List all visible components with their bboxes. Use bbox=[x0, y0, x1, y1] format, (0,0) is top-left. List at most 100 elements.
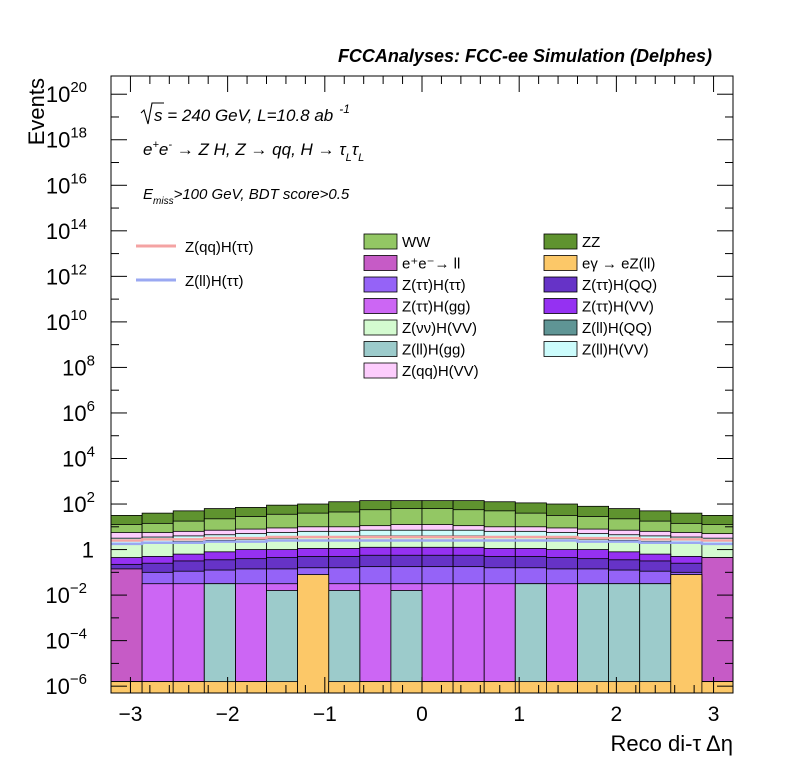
legend-swatch bbox=[543, 341, 578, 357]
stack-eγ → eZ(ll) bbox=[110, 574, 734, 694]
bar bbox=[328, 590, 361, 694]
histogram-stack bbox=[110, 500, 734, 694]
legend-label: Z(ττ)H(QQ) bbox=[582, 277, 657, 294]
legend-swatch bbox=[363, 319, 398, 336]
y-tick-label: 1014 bbox=[46, 216, 87, 244]
x-tick-label: −2 bbox=[216, 703, 240, 726]
annotation-selection: Emiss>100 GeV, BDT score>0.5 bbox=[143, 186, 350, 207]
bar bbox=[141, 583, 174, 694]
y-tick-label: 10−6 bbox=[45, 671, 87, 699]
bar bbox=[297, 574, 330, 694]
legend-line-label: Z(ll)H(ττ) bbox=[185, 273, 244, 290]
bar bbox=[172, 583, 205, 694]
y-tick-label: 1020 bbox=[46, 79, 87, 107]
legend-swatch bbox=[363, 233, 398, 250]
signal-lines bbox=[111, 535, 733, 546]
legend-swatch bbox=[543, 233, 578, 250]
selection-text: Emiss>100 GeV, BDT score>0.5 bbox=[143, 186, 350, 207]
y-tick-label: 1 bbox=[82, 538, 94, 563]
bar bbox=[546, 681, 578, 694]
bar bbox=[514, 583, 547, 694]
legend-swatch bbox=[543, 298, 578, 314]
bar bbox=[203, 681, 236, 694]
legend-label: Z(ll)H(gg) bbox=[402, 342, 465, 359]
bar bbox=[514, 681, 547, 694]
bar bbox=[701, 557, 734, 694]
y-tick-label: 106 bbox=[62, 398, 95, 426]
bar bbox=[421, 583, 454, 694]
legend-swatch bbox=[363, 298, 398, 314]
sqrt-symbol bbox=[140, 102, 164, 125]
y-tick-label: 1018 bbox=[46, 125, 87, 153]
legend-label: eγ → eZ(ll) bbox=[582, 256, 655, 273]
bar bbox=[390, 590, 423, 694]
y-tick-label: 102 bbox=[62, 489, 95, 517]
bar bbox=[359, 681, 392, 694]
bar bbox=[266, 681, 299, 694]
bar bbox=[608, 583, 641, 694]
legend-swatch bbox=[543, 319, 578, 336]
bar bbox=[110, 681, 143, 694]
axis-tick-labels: −3 −2 −1 0 1 2 3 10−6 10−4 10−2 1 102 104 106 108 1010 1… bbox=[45, 79, 719, 726]
legend-swatch bbox=[363, 341, 398, 357]
y-tick-label: 1016 bbox=[46, 170, 87, 198]
y-tick-label: 1010 bbox=[46, 307, 87, 335]
bar bbox=[110, 568, 143, 694]
y-tick-label: 10−4 bbox=[45, 626, 87, 654]
y-tick-label: 104 bbox=[62, 443, 95, 471]
y-tick-label: 108 bbox=[62, 352, 95, 380]
legend-swatch bbox=[363, 362, 398, 379]
x-axis-label: Reco di-τ Δη bbox=[611, 731, 733, 756]
bar bbox=[546, 583, 578, 694]
energy-lumi-text: s = 240 GeV, L=10.8 ab -1 bbox=[154, 102, 350, 125]
line-Z(qq)H(ττ) bbox=[111, 535, 733, 542]
legend-label: Z(ττ)H(VV) bbox=[582, 299, 654, 316]
line-Z(ll)H(ττ) bbox=[111, 539, 733, 546]
legend-label: WW bbox=[402, 234, 431, 251]
x-tick-label: 3 bbox=[708, 703, 720, 726]
y-tick-label: 1012 bbox=[46, 261, 87, 289]
bar bbox=[577, 681, 610, 694]
legend-swatch bbox=[543, 276, 578, 293]
x-tick-label: 2 bbox=[611, 703, 623, 726]
x-tick-label: 0 bbox=[416, 703, 428, 726]
legend-swatch bbox=[543, 255, 578, 271]
bar bbox=[234, 681, 267, 694]
legend-line-label: Z(qq)H(ττ) bbox=[185, 239, 254, 256]
bar bbox=[359, 583, 392, 694]
bar bbox=[141, 681, 174, 694]
axis-ticks bbox=[110, 76, 734, 693]
x-tick-label: 1 bbox=[513, 703, 525, 726]
legend-label: Z(ττ)H(ττ) bbox=[402, 277, 466, 294]
legend-label: Z(ττ)H(gg) bbox=[402, 299, 471, 316]
y-tick-label: 10−2 bbox=[45, 580, 87, 608]
stack-Z(ll)H(gg) bbox=[110, 583, 734, 694]
annotation-energy-lumi: s = 240 GeV, L=10.8 ab -1 bbox=[140, 102, 350, 125]
bar bbox=[234, 583, 267, 694]
legend-swatch bbox=[363, 276, 398, 293]
y-axis-label: Events bbox=[24, 78, 49, 145]
x-tick-label: −1 bbox=[313, 703, 337, 726]
legend-label: Z(qq)H(VV) bbox=[402, 363, 479, 380]
legend-label: e⁺e⁻→ ll bbox=[402, 256, 460, 273]
bar bbox=[421, 681, 454, 694]
bar bbox=[390, 681, 423, 694]
bar bbox=[266, 590, 299, 694]
bar bbox=[452, 583, 485, 694]
x-tick-label: −3 bbox=[118, 703, 142, 726]
legend-label: Z(ll)H(VV) bbox=[582, 342, 649, 359]
bar bbox=[203, 583, 236, 694]
bar bbox=[701, 681, 734, 694]
bar bbox=[483, 583, 516, 694]
bar bbox=[452, 681, 485, 694]
legend: Z(qq)H(ττ) Z(ll)H(ττ) WW e⁺e⁻→ ll Z(ττ)H(ττ)… bbox=[136, 233, 657, 380]
bar bbox=[639, 583, 672, 694]
bar bbox=[577, 583, 610, 694]
bar bbox=[608, 681, 641, 694]
legend-label: Z(ll)H(QQ) bbox=[582, 320, 652, 337]
chart-title: FCCAnalyses: FCC-ee Simulation (Delphes) bbox=[338, 46, 712, 66]
legend-label: Z(νν)H(VV) bbox=[402, 320, 477, 337]
bar bbox=[670, 574, 703, 694]
legend-swatch bbox=[363, 255, 398, 271]
